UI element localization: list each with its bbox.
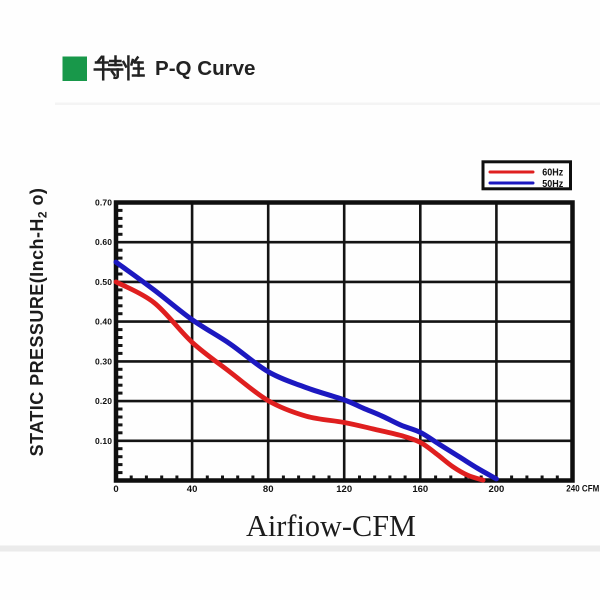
- svg-text:0.60: 0.60: [95, 237, 112, 247]
- svg-text:240 CFM: 240 CFM: [566, 484, 599, 495]
- svg-text:80: 80: [263, 484, 274, 495]
- svg-text:0: 0: [113, 484, 118, 495]
- svg-text:P-Q Curve: P-Q Curve: [155, 58, 256, 80]
- svg-text:0.50: 0.50: [95, 277, 112, 287]
- svg-text:0.10: 0.10: [95, 436, 112, 446]
- svg-text:Airfiow-CFM: Airfiow-CFM: [246, 508, 416, 543]
- svg-text:0.30: 0.30: [95, 356, 112, 366]
- svg-text:STATIC PRESSURE(Inch-H2 o): STATIC PRESSURE(Inch-H2 o): [27, 188, 50, 457]
- svg-text:0.20: 0.20: [95, 396, 112, 406]
- svg-text:120: 120: [336, 484, 352, 495]
- svg-text:200: 200: [488, 484, 504, 495]
- svg-text:50Hz: 50Hz: [542, 178, 563, 190]
- svg-text:160: 160: [412, 484, 428, 495]
- svg-text:60Hz: 60Hz: [542, 167, 563, 179]
- svg-text:0.70: 0.70: [95, 198, 112, 208]
- svg-text:0.40: 0.40: [95, 317, 112, 327]
- svg-text:40: 40: [187, 484, 198, 495]
